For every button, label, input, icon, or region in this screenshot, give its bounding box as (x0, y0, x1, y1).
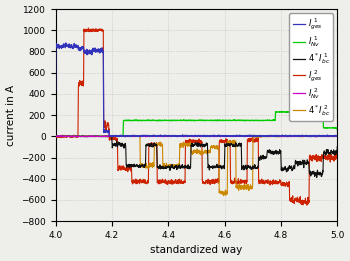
4*I_bc 1 (174, 165, 178, 168)
I_ges 2 (54, 134, 58, 137)
4*I_bc 2 (54, 134, 58, 138)
I_ges 2 (162, 180, 166, 183)
4*I_bc 1 (335, 145, 340, 148)
I_ges 1 (86, 52, 90, 55)
I_ges 1 (300, 134, 304, 138)
Y-axis label: current in A: current in A (6, 85, 15, 146)
I_Nv 2 (256, 134, 260, 137)
I_ges 2 (174, 181, 178, 184)
I_Nv 1 (335, 128, 340, 132)
I_Nv 2 (76, 135, 80, 139)
I_ges 1 (54, 88, 58, 92)
4*I_bc 1 (86, 135, 90, 138)
I_Nv 2 (335, 135, 340, 138)
Line: I_ges 2: I_ges 2 (56, 28, 337, 205)
Line: I_Nv 2: I_Nv 2 (56, 136, 337, 137)
I_Nv 1 (293, 110, 297, 113)
I_Nv 2 (162, 135, 166, 138)
4*I_bc 1 (103, 135, 107, 138)
I_Nv 1 (117, 135, 121, 138)
4*I_bc 2 (300, 135, 304, 138)
I_Nv 1 (54, 135, 58, 138)
I_ges 2 (86, 29, 90, 32)
I_Nv 2 (174, 135, 178, 138)
I_ges 2 (103, 123, 107, 126)
I_Nv 2 (103, 135, 107, 138)
4*I_bc 2 (222, 194, 226, 197)
I_ges 1 (187, 135, 191, 138)
4*I_bc 2 (174, 164, 178, 167)
I_ges 1 (335, 135, 340, 138)
I_ges 1 (64, 41, 68, 44)
4*I_bc 2 (86, 134, 90, 138)
4*I_bc 2 (330, 135, 334, 138)
4*I_bc 2 (254, 134, 258, 137)
4*I_bc 1 (315, 176, 319, 179)
4*I_bc 1 (54, 135, 58, 138)
I_ges 1 (162, 134, 166, 138)
I_Nv 1 (330, 126, 334, 129)
Legend: $I_{ges}^{\ 1}$, $I_{Nv}^{\ 1}$, $4^*I_{bc}^{\ 1}$, $I_{ges}^{\ 2}$, $I_{Nv}^{\ : $I_{ges}^{\ 1}$, $I_{Nv}^{\ 1}$, $4^*I_{… (289, 13, 333, 121)
I_Nv 1 (102, 135, 106, 138)
I_ges 1 (103, 130, 107, 133)
Line: I_Nv 1: I_Nv 1 (56, 111, 337, 137)
4*I_bc 1 (162, 166, 166, 169)
I_Nv 2 (54, 135, 58, 138)
I_Nv 1 (174, 119, 178, 122)
I_Nv 2 (330, 135, 334, 138)
I_Nv 1 (86, 135, 90, 138)
X-axis label: standardized way: standardized way (150, 245, 243, 256)
I_Nv 2 (86, 135, 90, 138)
4*I_bc 1 (299, 162, 303, 165)
I_ges 1 (330, 134, 334, 137)
4*I_bc 2 (102, 135, 106, 138)
Line: I_ges 1: I_ges 1 (56, 43, 337, 137)
Line: 4*I_bc 1: 4*I_bc 1 (56, 136, 337, 177)
I_ges 2 (299, 203, 303, 206)
I_ges 2 (86, 26, 91, 29)
I_ges 2 (335, 152, 340, 156)
Line: 4*I_bc 2: 4*I_bc 2 (56, 135, 337, 196)
I_ges 1 (174, 134, 178, 137)
I_Nv 1 (162, 119, 166, 122)
I_Nv 2 (300, 135, 304, 138)
4*I_bc 1 (330, 151, 334, 154)
4*I_bc 2 (335, 135, 340, 138)
I_ges 2 (330, 158, 334, 161)
I_ges 2 (305, 204, 309, 207)
4*I_bc 1 (80, 134, 84, 137)
4*I_bc 2 (161, 162, 166, 165)
I_Nv 1 (300, 110, 304, 114)
